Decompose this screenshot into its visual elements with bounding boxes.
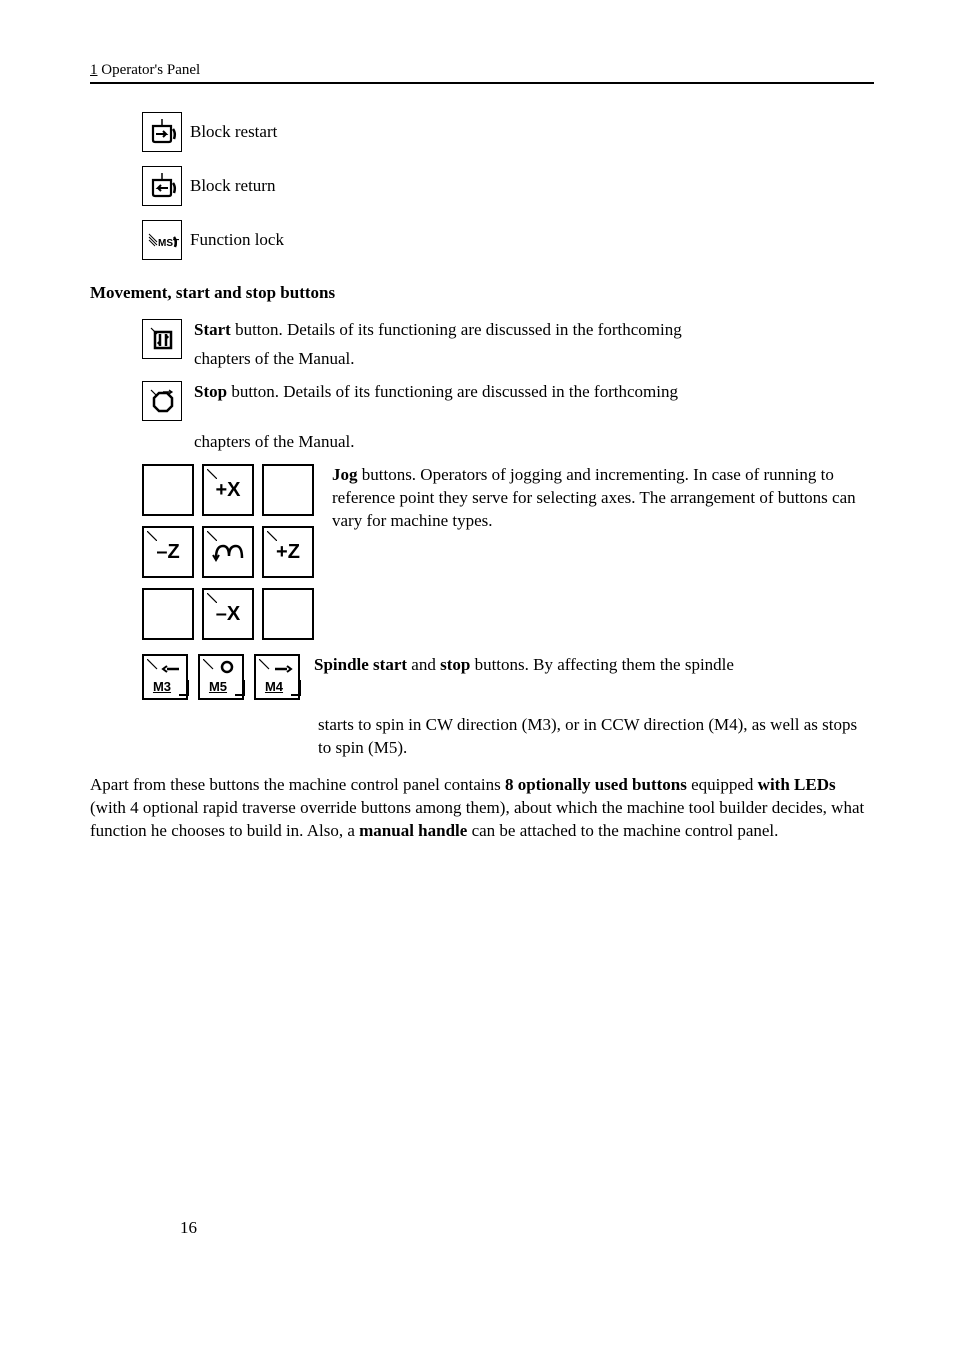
- jog-bold: Jog: [332, 465, 358, 484]
- jog-rest: buttons. Operators of jogging and increm…: [332, 465, 856, 530]
- spindle-button-row: M3 M5 M4: [142, 654, 300, 700]
- block-restart-icon: [142, 112, 182, 152]
- jog-empty: [262, 464, 314, 516]
- spindle-cont: starts to spin in CW direction (M3), or …: [318, 714, 874, 760]
- start-rest: button. Details of its functioning are d…: [231, 320, 682, 339]
- jog-plus-x: +X: [202, 464, 254, 516]
- body-paragraph: Apart from these buttons the machine con…: [90, 774, 874, 843]
- stop-rest: button. Details of its functioning are d…: [227, 382, 678, 401]
- block-return-label: Block return: [190, 175, 275, 198]
- para-2a: equipped: [691, 775, 758, 794]
- chapter-title: Operator's Panel: [98, 62, 201, 78]
- block-restart-label: Block restart: [190, 121, 277, 144]
- jog-text: Jog buttons. Operators of jogging and in…: [332, 464, 874, 533]
- block-return-icon: [142, 166, 182, 206]
- para-2e: can be attached to the machine control p…: [467, 821, 778, 840]
- para-1a: Apart from these buttons the machine con…: [90, 775, 505, 794]
- jog-button-grid: +X –Z +Z: [142, 464, 314, 640]
- jog-minus-x: –X: [202, 588, 254, 640]
- jog-section: +X –Z +Z: [142, 464, 874, 640]
- spindle-section: M3 M5 M4 Spindl: [142, 654, 874, 700]
- spindle-text: Spindle start and stop buttons. By affec…: [314, 654, 874, 677]
- page-header: 1 Operator's Panel: [90, 60, 874, 84]
- jog-plus-z: +Z: [262, 526, 314, 578]
- spindle-rest: buttons. By affecting them the spindle: [470, 655, 734, 674]
- stop-bold: Stop: [194, 382, 227, 401]
- jog-center-icon: [202, 526, 254, 578]
- para-2b: with LEDs: [758, 775, 836, 794]
- start-icon: [142, 319, 182, 359]
- jog-empty: [142, 588, 194, 640]
- stop-icon: [142, 381, 182, 421]
- jog-empty: [262, 588, 314, 640]
- function-lock-label: Function lock: [190, 229, 284, 252]
- row-block-restart: Block restart: [142, 112, 874, 152]
- spindle-stop-bold: stop: [440, 655, 470, 674]
- row-function-lock: MST Function lock: [142, 220, 874, 260]
- section-heading: Movement, start and stop buttons: [90, 282, 874, 305]
- jog-minus-z: –Z: [142, 526, 194, 578]
- spindle-m3: M3: [142, 654, 188, 700]
- stop-cont: chapters of the Manual.: [194, 431, 874, 454]
- row-start: Start button. Details of its functioning…: [142, 319, 874, 371]
- chapter-number: 1: [90, 62, 98, 78]
- spindle-m4: M4: [254, 654, 300, 700]
- row-stop: Stop button. Details of its functioning …: [142, 381, 874, 421]
- jog-empty: [142, 464, 194, 516]
- para-2d: manual handle: [359, 821, 467, 840]
- stop-text: Stop button. Details of its functioning …: [194, 381, 874, 404]
- spindle-m5: M5: [198, 654, 244, 700]
- spindle-start-bold: Spindle start: [314, 655, 407, 674]
- spindle-mid: and: [407, 655, 440, 674]
- page-number: 16: [180, 1217, 197, 1240]
- start-bold: Start: [194, 320, 231, 339]
- para-1b: 8 optionally used buttons: [505, 775, 687, 794]
- row-block-return: Block return: [142, 166, 874, 206]
- start-text: Start button. Details of its functioning…: [194, 319, 874, 371]
- function-lock-icon: MST: [142, 220, 182, 260]
- start-cont: chapters of the Manual.: [194, 348, 874, 371]
